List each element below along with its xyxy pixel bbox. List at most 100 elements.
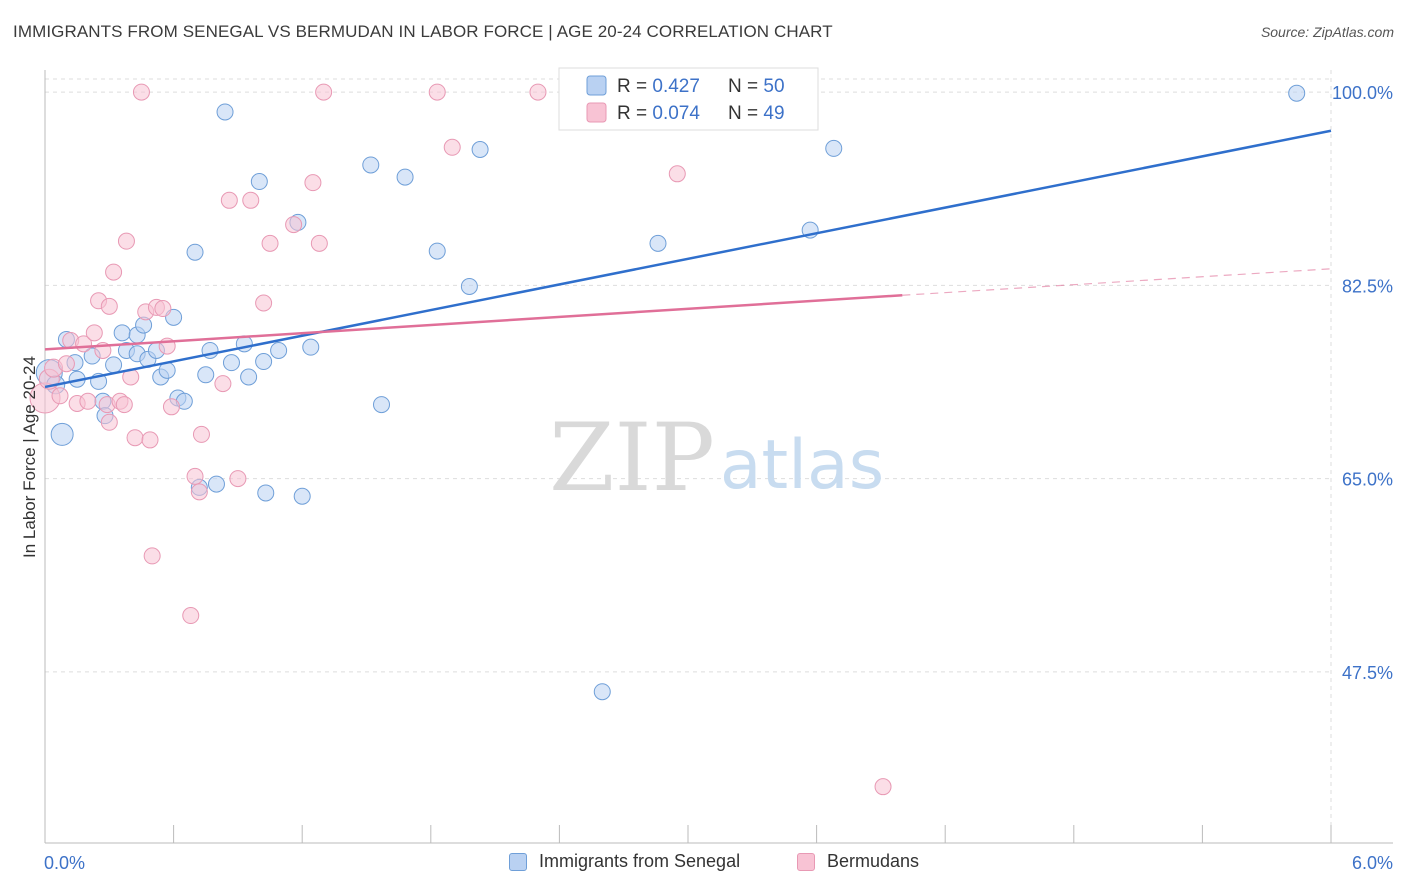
bermudan-point bbox=[105, 263, 123, 281]
bermudan-point bbox=[182, 607, 200, 625]
bermudan-point bbox=[132, 83, 150, 101]
senegal-point bbox=[207, 475, 225, 493]
x-tick-label-max: 6.0% bbox=[1352, 853, 1393, 873]
senegal-point bbox=[649, 234, 667, 252]
senegal-point bbox=[197, 366, 215, 384]
bermudan-point bbox=[141, 431, 159, 449]
bermudan-point bbox=[100, 297, 118, 315]
senegal-trend-line bbox=[44, 129, 1332, 389]
senegal-point bbox=[105, 356, 123, 374]
bermudan-point bbox=[310, 234, 328, 252]
senegal-point bbox=[302, 338, 320, 356]
senegal-point bbox=[186, 243, 204, 261]
legend-n-value: 50 bbox=[763, 76, 784, 97]
senegal-point bbox=[362, 156, 380, 174]
bermudan-point bbox=[143, 547, 161, 565]
bermudan-point bbox=[126, 429, 144, 447]
axis-layer: 100.0% 82.5% 65.0% 47.5% 0.0% 6.0% bbox=[44, 70, 1393, 873]
bermudan-point bbox=[154, 300, 172, 318]
senegal-point bbox=[460, 277, 478, 295]
legend-r-value: 0.074 bbox=[652, 103, 700, 124]
bermudan-trend-extension bbox=[902, 268, 1332, 296]
watermark-atlas: atlas bbox=[720, 426, 884, 505]
bermudan-point bbox=[100, 413, 118, 431]
bermudan-point bbox=[214, 375, 232, 393]
senegal-point bbox=[113, 324, 131, 342]
legend-bottom: Immigrants from Senegal Bermudans bbox=[0, 851, 1406, 879]
senegal-point bbox=[240, 368, 258, 386]
senegal-point bbox=[825, 139, 843, 157]
legend-n-value: 49 bbox=[763, 103, 784, 124]
bermudan-point bbox=[220, 191, 238, 209]
bermudan-point bbox=[85, 324, 103, 342]
bermudan-point bbox=[285, 216, 303, 234]
senegal-point bbox=[593, 683, 611, 701]
watermark: ZIP atlas bbox=[549, 404, 884, 513]
bermudan-point bbox=[428, 83, 446, 101]
senegal-point bbox=[222, 354, 240, 372]
legend-r-label: R = bbox=[617, 103, 652, 124]
senegal-point bbox=[50, 422, 74, 446]
source-credit: Source: ZipAtlas.com bbox=[1260, 24, 1394, 40]
bermudan-point bbox=[874, 778, 892, 796]
y-tick-label: 65.0% bbox=[1342, 470, 1393, 490]
senegal-point bbox=[257, 484, 275, 502]
bermudan-point bbox=[229, 470, 247, 488]
y-tick-label: 47.5% bbox=[1342, 663, 1393, 683]
senegal-point bbox=[293, 487, 311, 505]
bermudan-point bbox=[115, 396, 133, 414]
bermudan-point bbox=[162, 398, 180, 416]
svg-text:R = 0.427: R = 0.427 bbox=[617, 76, 700, 97]
svg-text:R = 0.074: R = 0.074 bbox=[617, 103, 700, 124]
bermudan-point bbox=[192, 425, 210, 443]
bermudan-point bbox=[529, 83, 547, 101]
bermudan-point bbox=[255, 294, 273, 312]
trend-layer bbox=[44, 129, 1332, 389]
senegal-point bbox=[216, 103, 234, 121]
legend-n-label: N = bbox=[728, 103, 763, 124]
senegal-point bbox=[471, 141, 489, 159]
bermudan-point bbox=[315, 83, 333, 101]
legend-swatch-blue bbox=[509, 852, 527, 871]
bermudan-point bbox=[57, 355, 75, 373]
legend-n-label: N = bbox=[728, 76, 763, 97]
senegal-point bbox=[270, 341, 288, 359]
bermudan-point bbox=[668, 165, 686, 183]
legend-r-label: R = bbox=[617, 76, 652, 97]
watermark-zip: ZIP bbox=[549, 404, 715, 513]
senegal-point bbox=[373, 396, 391, 414]
legend-label-senegal: Immigrants from Senegal bbox=[539, 851, 741, 871]
bermudan-point bbox=[304, 174, 322, 192]
senegal-point bbox=[255, 353, 273, 371]
bermudan-point bbox=[186, 467, 204, 485]
legend-item-senegal: Immigrants from Senegal bbox=[509, 851, 740, 872]
legend-top-swatch-pink bbox=[586, 102, 607, 123]
y-tick-label: 82.5% bbox=[1342, 276, 1393, 296]
bermudan-point bbox=[79, 392, 97, 410]
legend-swatch-pink bbox=[797, 852, 815, 871]
points-layer bbox=[29, 83, 1306, 796]
legend-top-swatch-blue bbox=[586, 75, 607, 96]
senegal-point bbox=[1288, 84, 1306, 102]
legend-r-value: 0.427 bbox=[652, 76, 700, 97]
y-axis-title: In Labor Force | Age 20-24 bbox=[20, 356, 39, 558]
senegal-point bbox=[396, 168, 414, 186]
y-tick-label: 100.0% bbox=[1332, 83, 1393, 103]
senegal-point bbox=[250, 173, 268, 191]
legend-top: R = 0.427 N = 50 R = 0.074 N = 49 bbox=[558, 67, 819, 131]
chart-title: IMMIGRANTS FROM SENEGAL VS BERMUDAN IN L… bbox=[13, 22, 833, 41]
bermudan-point bbox=[242, 191, 260, 209]
bermudan-point bbox=[443, 138, 461, 156]
legend-label-bermudans: Bermudans bbox=[827, 851, 920, 871]
bermudan-trend-line bbox=[44, 294, 903, 351]
bermudan-point bbox=[261, 234, 279, 252]
bermudan-point bbox=[117, 232, 135, 250]
bermudan-point bbox=[190, 483, 208, 501]
legend-item-bermudans: Bermudans bbox=[797, 851, 919, 872]
svg-text:N = 50: N = 50 bbox=[728, 76, 785, 97]
x-tick-label-min: 0.0% bbox=[44, 853, 85, 873]
svg-text:N = 49: N = 49 bbox=[728, 103, 785, 124]
senegal-point bbox=[428, 242, 446, 260]
bermudan-point bbox=[51, 387, 69, 405]
